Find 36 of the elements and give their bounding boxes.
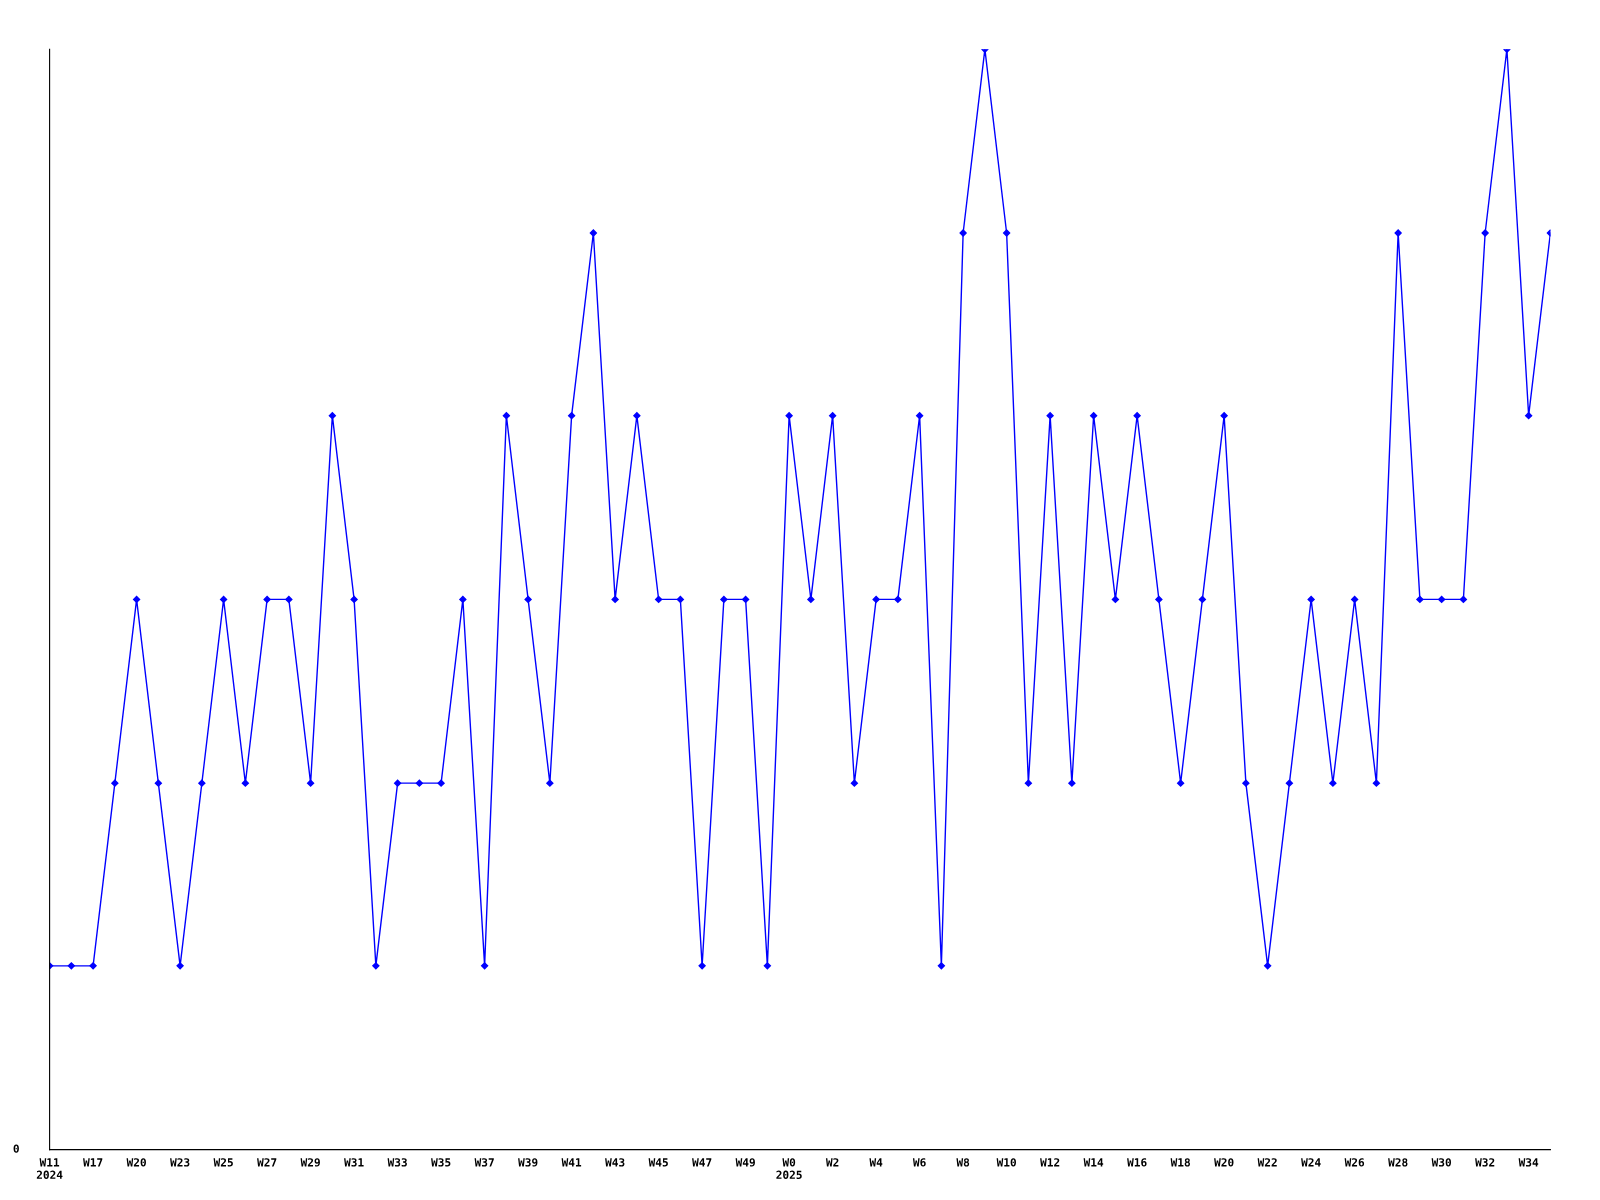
x-tick-label: W31 <box>344 1158 364 1167</box>
x-tick-label: W4 <box>869 1158 883 1167</box>
x-tick-label: W47 <box>692 1158 712 1167</box>
x-tick-label: W32 <box>1475 1158 1495 1167</box>
x-tick-label: W28 <box>1388 1158 1408 1167</box>
x-tick-label: W25 <box>213 1158 233 1167</box>
x-tick-label: W12 <box>1040 1158 1060 1167</box>
x-tick-label: W17 <box>83 1158 103 1167</box>
x-tick-label: W41 <box>561 1158 582 1167</box>
x-tick-label: W30 <box>1431 1158 1452 1167</box>
x-tick-label: W23 <box>170 1158 190 1167</box>
x-tick-label: W2 <box>825 1158 839 1167</box>
x-tick-label: W34 <box>1518 1158 1539 1167</box>
x-tick-label: W22 <box>1257 1158 1277 1167</box>
x-tick-label: W10 <box>996 1158 1016 1167</box>
x-tick-label: W8 <box>956 1158 970 1167</box>
x-tick-label: W20 <box>126 1158 146 1167</box>
x-tick-label: W29 <box>300 1158 320 1167</box>
x-tick-label: W49 <box>735 1158 755 1167</box>
x-tick-label: W45 <box>648 1158 668 1167</box>
x-tick-label: W0 2025 <box>776 1158 802 1179</box>
x-tick-label: W11 2024 <box>36 1158 63 1179</box>
x-tick-label: W35 <box>431 1158 451 1167</box>
x-tick-label: W14 <box>1083 1158 1104 1167</box>
x-tick-label: W24 <box>1301 1158 1321 1167</box>
x-tick-label: W33 <box>387 1158 407 1167</box>
x-tick-label: W37 <box>474 1158 494 1167</box>
x-tick-label: W18 <box>1170 1158 1190 1167</box>
x-tick-label: W16 <box>1127 1158 1147 1167</box>
x-tick-label: W6 <box>912 1158 926 1167</box>
x-tick-label: W20 <box>1214 1158 1234 1167</box>
x-tick-label: W39 <box>518 1158 538 1167</box>
x-tick-label: W26 <box>1344 1158 1365 1167</box>
text: 0 <box>13 1144 19 1153</box>
x-tick-label: W43 <box>605 1158 625 1167</box>
x-tick-label: W27 <box>257 1158 277 1167</box>
